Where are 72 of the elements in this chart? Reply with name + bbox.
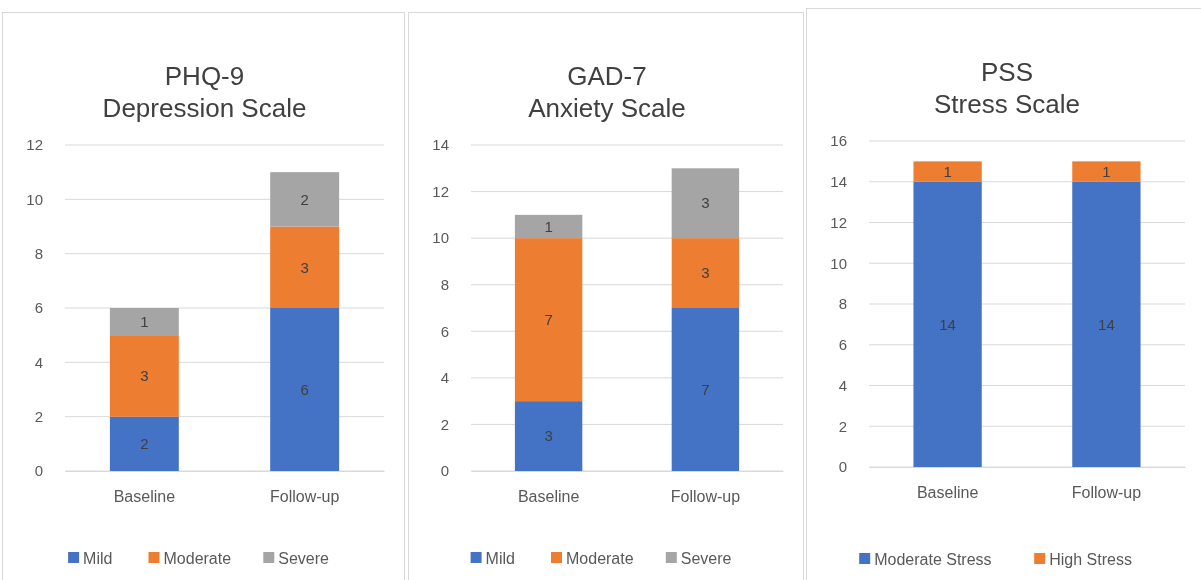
x-tick-label: Follow-up: [670, 488, 741, 506]
chart-subtitle: Depression Scale: [102, 93, 307, 123]
bar: [270, 308, 340, 471]
legend-label: Severe: [680, 549, 732, 567]
data-label: 1: [140, 312, 149, 330]
y-tick-label: 16: [830, 132, 847, 150]
y-tick-label: 2: [34, 407, 43, 425]
data-label: 3: [300, 258, 309, 276]
y-tick-label: 14: [432, 136, 449, 154]
legend-label: Mild: [83, 549, 113, 567]
data-label: 1: [544, 217, 553, 235]
x-tick-label: Baseline: [113, 488, 176, 506]
y-tick-label: 14: [830, 173, 847, 191]
bar: [514, 214, 583, 239]
data-label: 7: [544, 310, 553, 328]
y-tick-label: 10: [432, 229, 449, 247]
chart-title: PSS: [980, 57, 1034, 87]
data-label: 14: [939, 315, 956, 333]
data-label: 3: [140, 367, 149, 385]
legend-label: Moderate Stress: [874, 550, 992, 568]
y-tick-label: 6: [440, 322, 449, 340]
y-tick-label: 0: [440, 462, 449, 480]
bar: [109, 308, 179, 336]
bar: [671, 238, 740, 308]
legend-label: Mild: [485, 549, 515, 567]
y-tick-label: 0: [838, 458, 847, 476]
y-tick-label: 10: [26, 190, 43, 208]
data-label: 2: [140, 435, 149, 453]
y-tick-label: 12: [830, 213, 847, 231]
legend-label: High Stress: [1049, 550, 1132, 568]
y-tick-label: 4: [838, 376, 847, 394]
x-tick-label: Follow-up: [1071, 484, 1142, 502]
y-tick-label: 8: [838, 295, 847, 313]
bar: [514, 238, 583, 402]
bar: [109, 335, 179, 417]
chart-title: GAD-7: [567, 61, 647, 91]
y-tick-label: 8: [440, 276, 449, 294]
legend-label: Moderate: [566, 549, 634, 567]
bar: [671, 308, 740, 471]
y-tick-label: 12: [26, 136, 43, 154]
y-tick-label: 6: [34, 299, 43, 317]
y-tick-label: 2: [440, 415, 449, 433]
legend-label: Severe: [278, 549, 330, 567]
chart-subtitle: Anxiety Scale: [528, 93, 686, 123]
y-tick-label: 4: [34, 353, 43, 371]
bar: [109, 416, 179, 471]
y-tick-label: 6: [838, 336, 847, 354]
y-tick-label: 12: [432, 182, 449, 200]
x-tick-label: Baseline: [517, 488, 580, 506]
x-tick-label: Follow-up: [269, 488, 340, 506]
chart-subtitle: Stress Scale: [934, 89, 1080, 119]
bar: [270, 226, 340, 308]
data-label: 1: [1102, 162, 1111, 180]
y-tick-label: 10: [830, 254, 847, 272]
y-tick-label: 0: [34, 462, 43, 480]
data-label: 2: [300, 190, 309, 208]
data-label: 3: [544, 427, 553, 445]
legend-label: Moderate: [163, 549, 232, 567]
data-label: 14: [1098, 315, 1115, 333]
bar: [671, 168, 740, 239]
y-tick-label: 4: [440, 369, 449, 387]
x-tick-label: Baseline: [916, 484, 979, 502]
chart-title: PHQ-9: [164, 61, 245, 91]
data-label: 6: [300, 380, 309, 398]
bar: [270, 172, 340, 227]
bar: [514, 401, 583, 471]
data-label: 1: [943, 162, 952, 180]
data-label: 3: [701, 264, 710, 282]
data-label: 7: [701, 380, 710, 398]
y-tick-label: 8: [34, 244, 43, 262]
y-tick-label: 2: [838, 417, 847, 435]
data-label: 3: [701, 194, 710, 212]
